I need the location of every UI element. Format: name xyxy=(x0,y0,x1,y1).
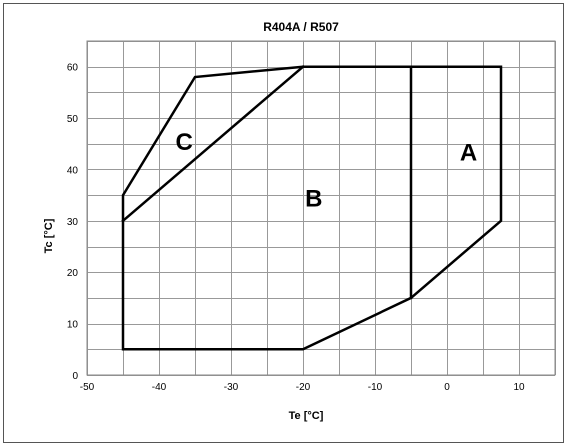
region-label-a: A xyxy=(460,139,477,166)
x-tick-label: -40 xyxy=(152,382,167,393)
chart-title: R404A / R507 xyxy=(263,20,339,34)
region-label-b: B xyxy=(305,186,322,213)
envelope-outline xyxy=(121,65,503,351)
x-tick-label: -50 xyxy=(80,382,95,393)
plot-area xyxy=(86,40,556,376)
region-label-c: C xyxy=(176,129,193,156)
y-tick-label: 30 xyxy=(67,217,79,228)
y-axis-label: Tc [°C] xyxy=(43,218,55,253)
y-tick-label: 40 xyxy=(67,165,79,176)
envelope-series xyxy=(121,64,503,351)
y-tick-label: 10 xyxy=(67,320,79,331)
x-tick-label: -20 xyxy=(296,382,311,393)
envelope-divider-line xyxy=(121,64,305,223)
x-tick-label: 0 xyxy=(444,382,450,393)
x-axis-label: Te [°C] xyxy=(289,410,324,422)
region-labels: A B C xyxy=(176,129,478,213)
x-axis-ticks: -50 -40 -30 -20 -10 0 10 xyxy=(80,382,525,393)
y-tick-label: 0 xyxy=(72,371,78,382)
x-tick-label: -30 xyxy=(224,382,239,393)
y-tick-label: 50 xyxy=(67,114,79,125)
x-tick-label: -10 xyxy=(368,382,383,393)
y-axis-ticks: 0 10 20 30 40 50 60 xyxy=(67,63,79,382)
y-tick-label: 60 xyxy=(67,63,79,74)
x-tick-label: 10 xyxy=(513,382,525,393)
chart-frame xyxy=(3,3,564,443)
y-tick-label: 20 xyxy=(67,268,79,279)
